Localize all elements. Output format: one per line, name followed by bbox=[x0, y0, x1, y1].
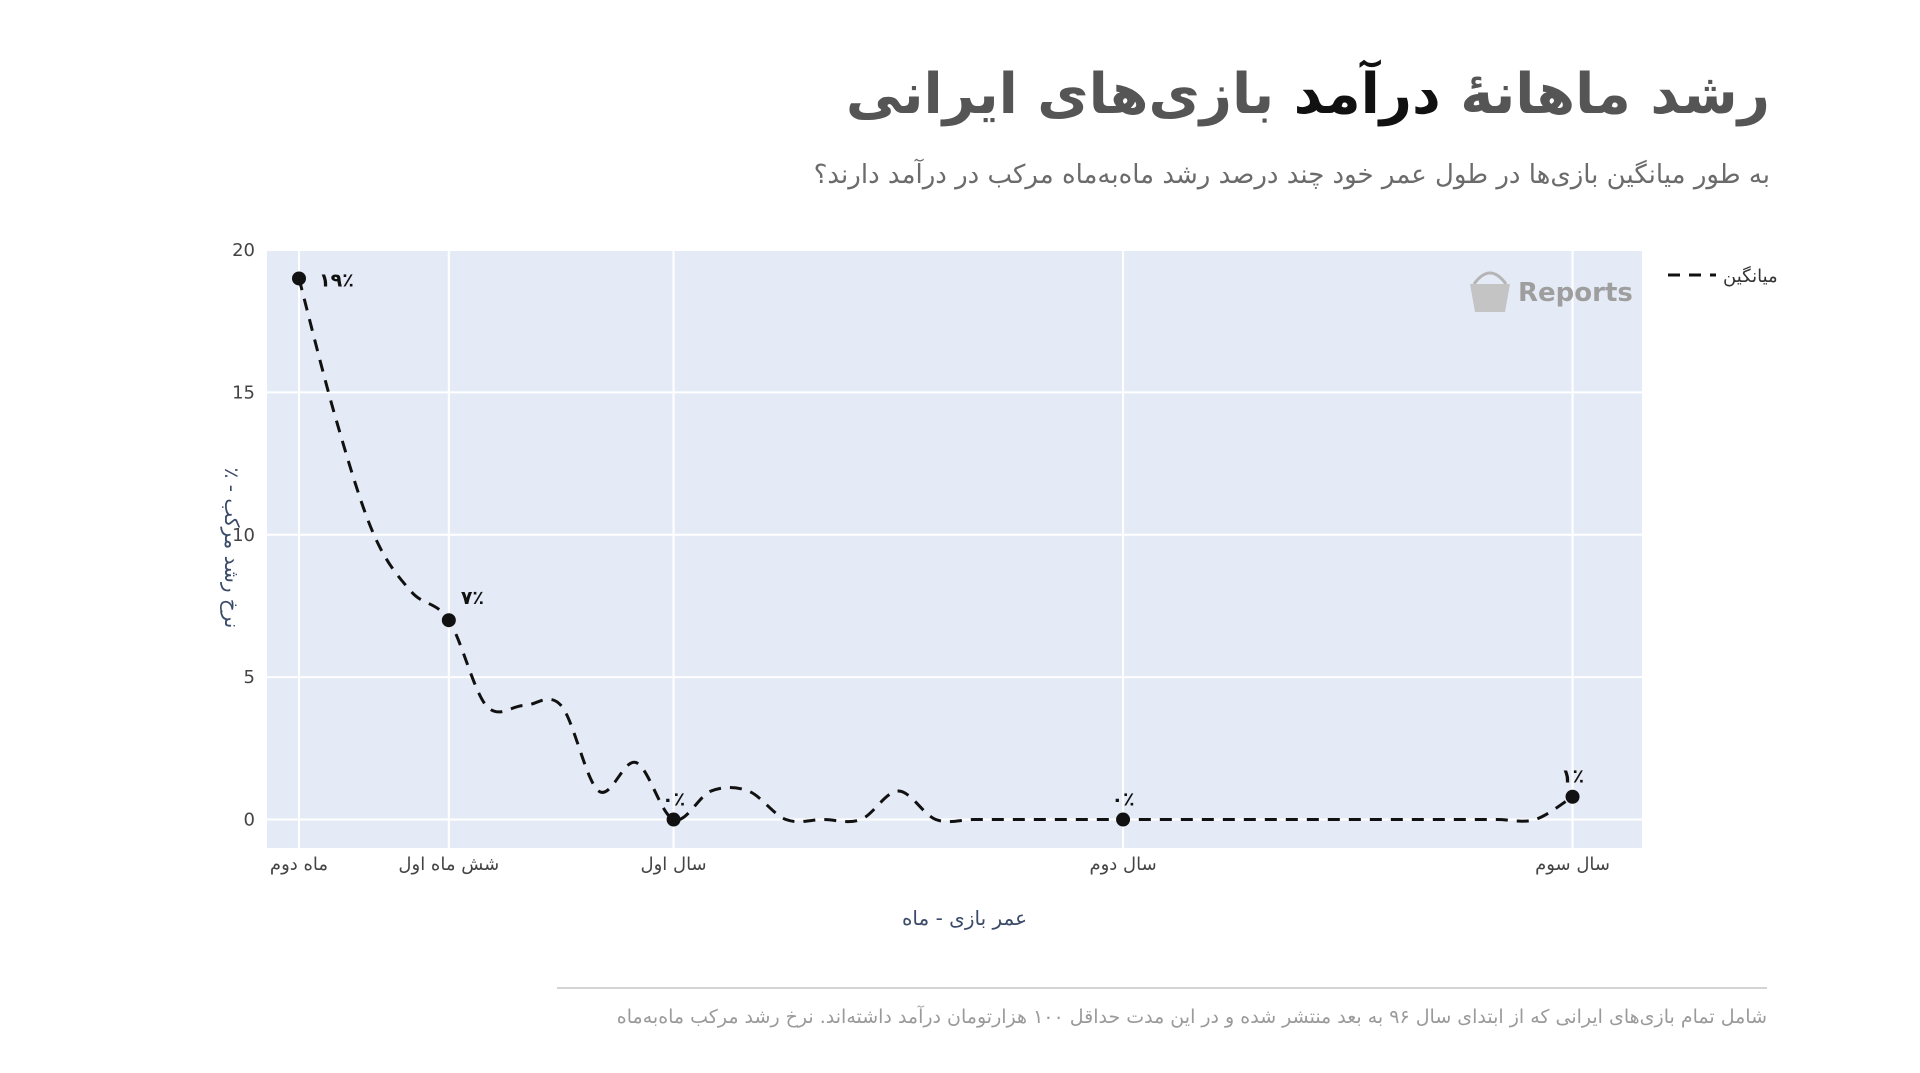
y-tick-label: 10 bbox=[232, 525, 255, 546]
chart-subtitle: به طور میانگین بازی‌ها در طول عمر خود چن… bbox=[813, 160, 1770, 190]
y-axis-title: ٪ - نرخ رشد مرکب bbox=[220, 468, 244, 629]
footnote: شامل تمام بازی‌های ایرانی که از ابتدای س… bbox=[616, 1006, 1767, 1028]
x-tick-label: سال سوم bbox=[1535, 854, 1610, 875]
x-tick-label: سال اول bbox=[641, 854, 707, 875]
legend-label: میانگین bbox=[1723, 265, 1778, 287]
y-tick-label: 15 bbox=[232, 382, 255, 403]
footer-divider bbox=[557, 987, 1767, 989]
title-highlight: درآمد bbox=[1293, 62, 1441, 127]
y-tick-label: 20 bbox=[232, 240, 255, 261]
data-point bbox=[292, 271, 306, 286]
data-label: ۰٪ bbox=[1111, 789, 1134, 811]
shopping-basket-icon bbox=[1472, 271, 1508, 285]
y-tick-label: 5 bbox=[244, 667, 255, 688]
series-line-average bbox=[297, 278, 1574, 824]
data-point bbox=[441, 613, 456, 628]
data-label: ۰٪ bbox=[662, 789, 685, 811]
data-label: ۱٪ bbox=[1561, 766, 1584, 788]
data-point bbox=[666, 812, 681, 827]
data-point bbox=[1565, 789, 1580, 804]
y-tick-label: 0 bbox=[244, 810, 255, 831]
data-label: ۷٪ bbox=[461, 587, 484, 609]
x-tick-label: ماه دوم bbox=[270, 854, 328, 875]
x-tick-label: شش ماه اول bbox=[398, 854, 499, 875]
watermark-text: Reports bbox=[1518, 278, 1633, 308]
page-title: رشد ماهانهٔ درآمد بازی‌های ایرانی bbox=[846, 62, 1770, 127]
data-point bbox=[1116, 812, 1131, 827]
title-end: بازی‌های ایرانی bbox=[845, 62, 1294, 127]
data-label: ۱۹٪ bbox=[319, 269, 354, 291]
x-tick-label: سال دوم bbox=[1089, 854, 1156, 875]
plot-area bbox=[267, 250, 1642, 848]
shopping-basket-icon bbox=[1470, 284, 1510, 312]
title-start: رشد ماهانهٔ bbox=[1440, 62, 1770, 127]
x-axis-title: عمر بازی - ماه bbox=[902, 906, 1027, 930]
